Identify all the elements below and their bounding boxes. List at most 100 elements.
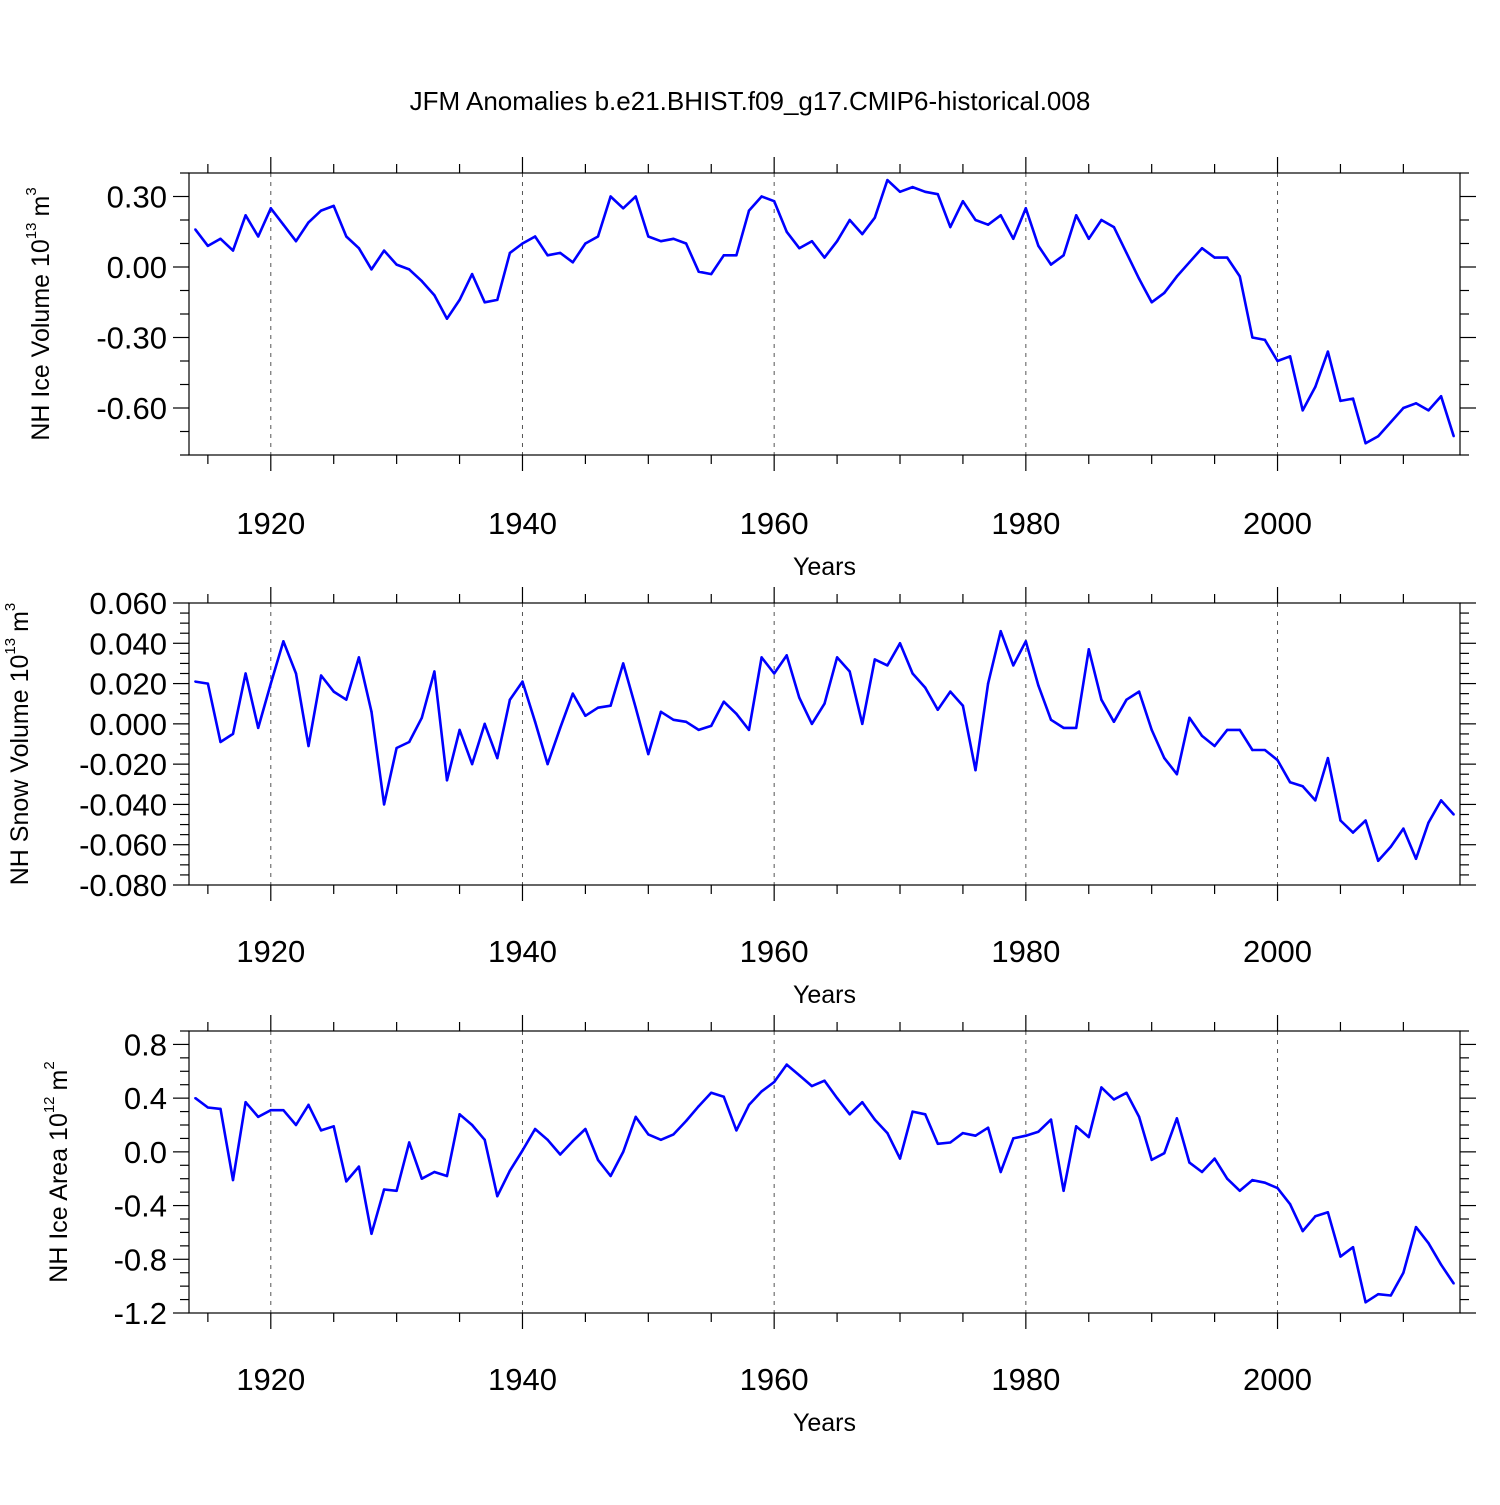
data-point (395, 1189, 398, 1193)
data-point (760, 195, 763, 198)
data-point (647, 752, 650, 756)
y-axis-title-unit: m (45, 1070, 73, 1091)
data-point (1125, 698, 1128, 701)
data-point (559, 1153, 562, 1156)
data-point (571, 692, 575, 695)
y-tick-label: -0.060 (79, 828, 167, 863)
data-point (496, 298, 499, 302)
data-point (772, 200, 776, 203)
data-point (1163, 756, 1166, 760)
data-point (949, 690, 952, 693)
y-axis-title-main: NH Ice Volume 10 (27, 239, 55, 441)
data-point (1188, 261, 1191, 264)
data-point (1452, 435, 1455, 438)
y-tick-label: -0.080 (79, 868, 167, 903)
data-point (1213, 744, 1216, 748)
data-point (1213, 1157, 1216, 1160)
data-point (609, 1174, 612, 1178)
data-point (1414, 857, 1418, 861)
y-tick-label: 0.30 (107, 180, 167, 215)
panel-ice-area: 1920 1940 1960 1980 2000 Years 0.8 0.4 0.0 -0.4 -0… (41, 1015, 1476, 1437)
data-point (1137, 1115, 1141, 1119)
data-point (1402, 406, 1405, 410)
data-point (1150, 728, 1153, 732)
data-point (395, 263, 398, 266)
data-point (1251, 336, 1254, 339)
data-point (1301, 1229, 1304, 1233)
y-tick-label: 0.000 (89, 707, 167, 742)
data-point (420, 279, 424, 283)
data-point (382, 1188, 386, 1191)
data-point (760, 1090, 763, 1093)
data-point (848, 218, 851, 222)
data-point (1200, 247, 1204, 250)
data-point (1150, 301, 1153, 304)
data-point (1200, 734, 1204, 738)
data-point (307, 744, 310, 748)
data-point (483, 1138, 486, 1141)
data-point (257, 235, 260, 238)
data-point (1389, 420, 1392, 424)
data-point (747, 1103, 751, 1107)
x-axis-title: Years (793, 981, 856, 1009)
data-point (244, 214, 247, 217)
data-point (1439, 799, 1443, 802)
y-tick-label: -0.30 (96, 321, 167, 356)
data-point (1049, 1118, 1053, 1121)
data-point (1062, 1189, 1065, 1193)
data-point (546, 762, 549, 766)
data-point (382, 249, 386, 252)
data-point (1263, 338, 1267, 342)
data-point (206, 1106, 210, 1109)
data-point (785, 230, 788, 233)
data-point (1339, 819, 1342, 822)
data-point (1100, 698, 1103, 701)
data-point (206, 682, 210, 685)
data-point (1037, 684, 1040, 687)
data-point (1037, 1130, 1040, 1133)
data-point (470, 272, 474, 276)
data-point (345, 698, 348, 701)
data-point (1389, 845, 1392, 848)
data-point (1402, 1271, 1405, 1274)
data-point (1326, 756, 1330, 760)
data-point (1452, 813, 1455, 816)
series-line-ice-volume (194, 178, 1455, 445)
data-point (886, 1131, 889, 1135)
data-point (1351, 831, 1355, 834)
data-point (269, 1109, 272, 1112)
data-point (1288, 1203, 1292, 1206)
data-point (760, 656, 763, 659)
data-point (659, 239, 663, 243)
data-point (898, 1157, 902, 1160)
y-axis-title: NH Ice Area 1012 m2 (41, 1061, 73, 1282)
data-point (936, 192, 939, 196)
data-point (332, 204, 335, 208)
y-axis-title-unit: m (27, 196, 55, 217)
x-tick-label-1940: 1940 (488, 934, 557, 969)
data-point (1251, 748, 1254, 752)
data-point (1414, 402, 1418, 405)
y-axis-title: NH Snow Volume 1013 m3 (2, 603, 34, 886)
data-point (1049, 263, 1053, 266)
data-point (194, 228, 197, 231)
data-point (722, 700, 726, 703)
data-point (1301, 409, 1304, 412)
data-point (521, 680, 524, 683)
data-point (735, 712, 738, 715)
data-point (1251, 1178, 1254, 1182)
data-point (282, 640, 285, 643)
data-point (999, 1170, 1002, 1174)
data-point (294, 1123, 298, 1127)
data-point (747, 728, 751, 732)
data-point (1024, 1134, 1028, 1137)
data-point (873, 1118, 877, 1121)
data-point (1100, 218, 1103, 222)
data-point (848, 670, 851, 673)
figure-title: JFM Anomalies b.e21.BHIST.f09_g17.CMIP6-… (410, 86, 1091, 116)
data-point (898, 642, 902, 645)
x-tick-label-1920: 1920 (236, 506, 305, 541)
data-point (1175, 275, 1179, 278)
data-point (722, 1095, 726, 1099)
